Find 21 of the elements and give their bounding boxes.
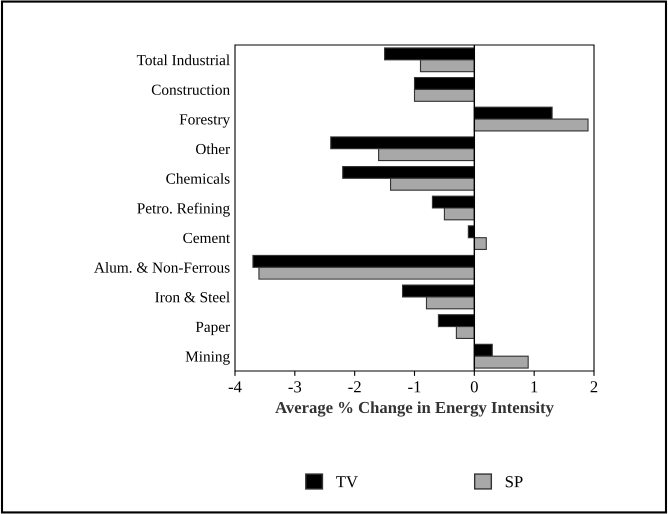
legend-label: SP xyxy=(506,476,523,488)
x-tick-label: 2 xyxy=(590,381,598,392)
x-tick-label: -3 xyxy=(288,381,302,392)
y-tick-label: Total Industrial xyxy=(136,54,230,66)
y-tick-label: Other xyxy=(196,143,230,154)
y-tick-label: Cement xyxy=(183,232,230,244)
y-tick-label: Chemicals xyxy=(166,173,230,184)
y-tick-label: Mining xyxy=(186,351,230,365)
y-tick-label: Paper xyxy=(196,322,230,336)
y-tick-label: Alum. & Non-Ferrous xyxy=(94,262,230,273)
x-tick-label: -1 xyxy=(408,381,420,392)
y-tick-label: Forestry xyxy=(180,114,230,128)
y-tick-label: Iron & Steel xyxy=(155,292,230,302)
y-tick-label: Petro. Refining xyxy=(137,202,230,217)
x-tick-label: -4 xyxy=(228,381,242,392)
x-axis-title: Average % Change in Energy Intensity xyxy=(275,401,554,417)
y-tick-label: Construction xyxy=(152,84,230,95)
x-tick-label: 1 xyxy=(531,381,538,392)
x-tick-label: 0 xyxy=(470,381,478,392)
legend-label: TV xyxy=(336,476,358,488)
x-tick-label: -2 xyxy=(348,381,361,392)
